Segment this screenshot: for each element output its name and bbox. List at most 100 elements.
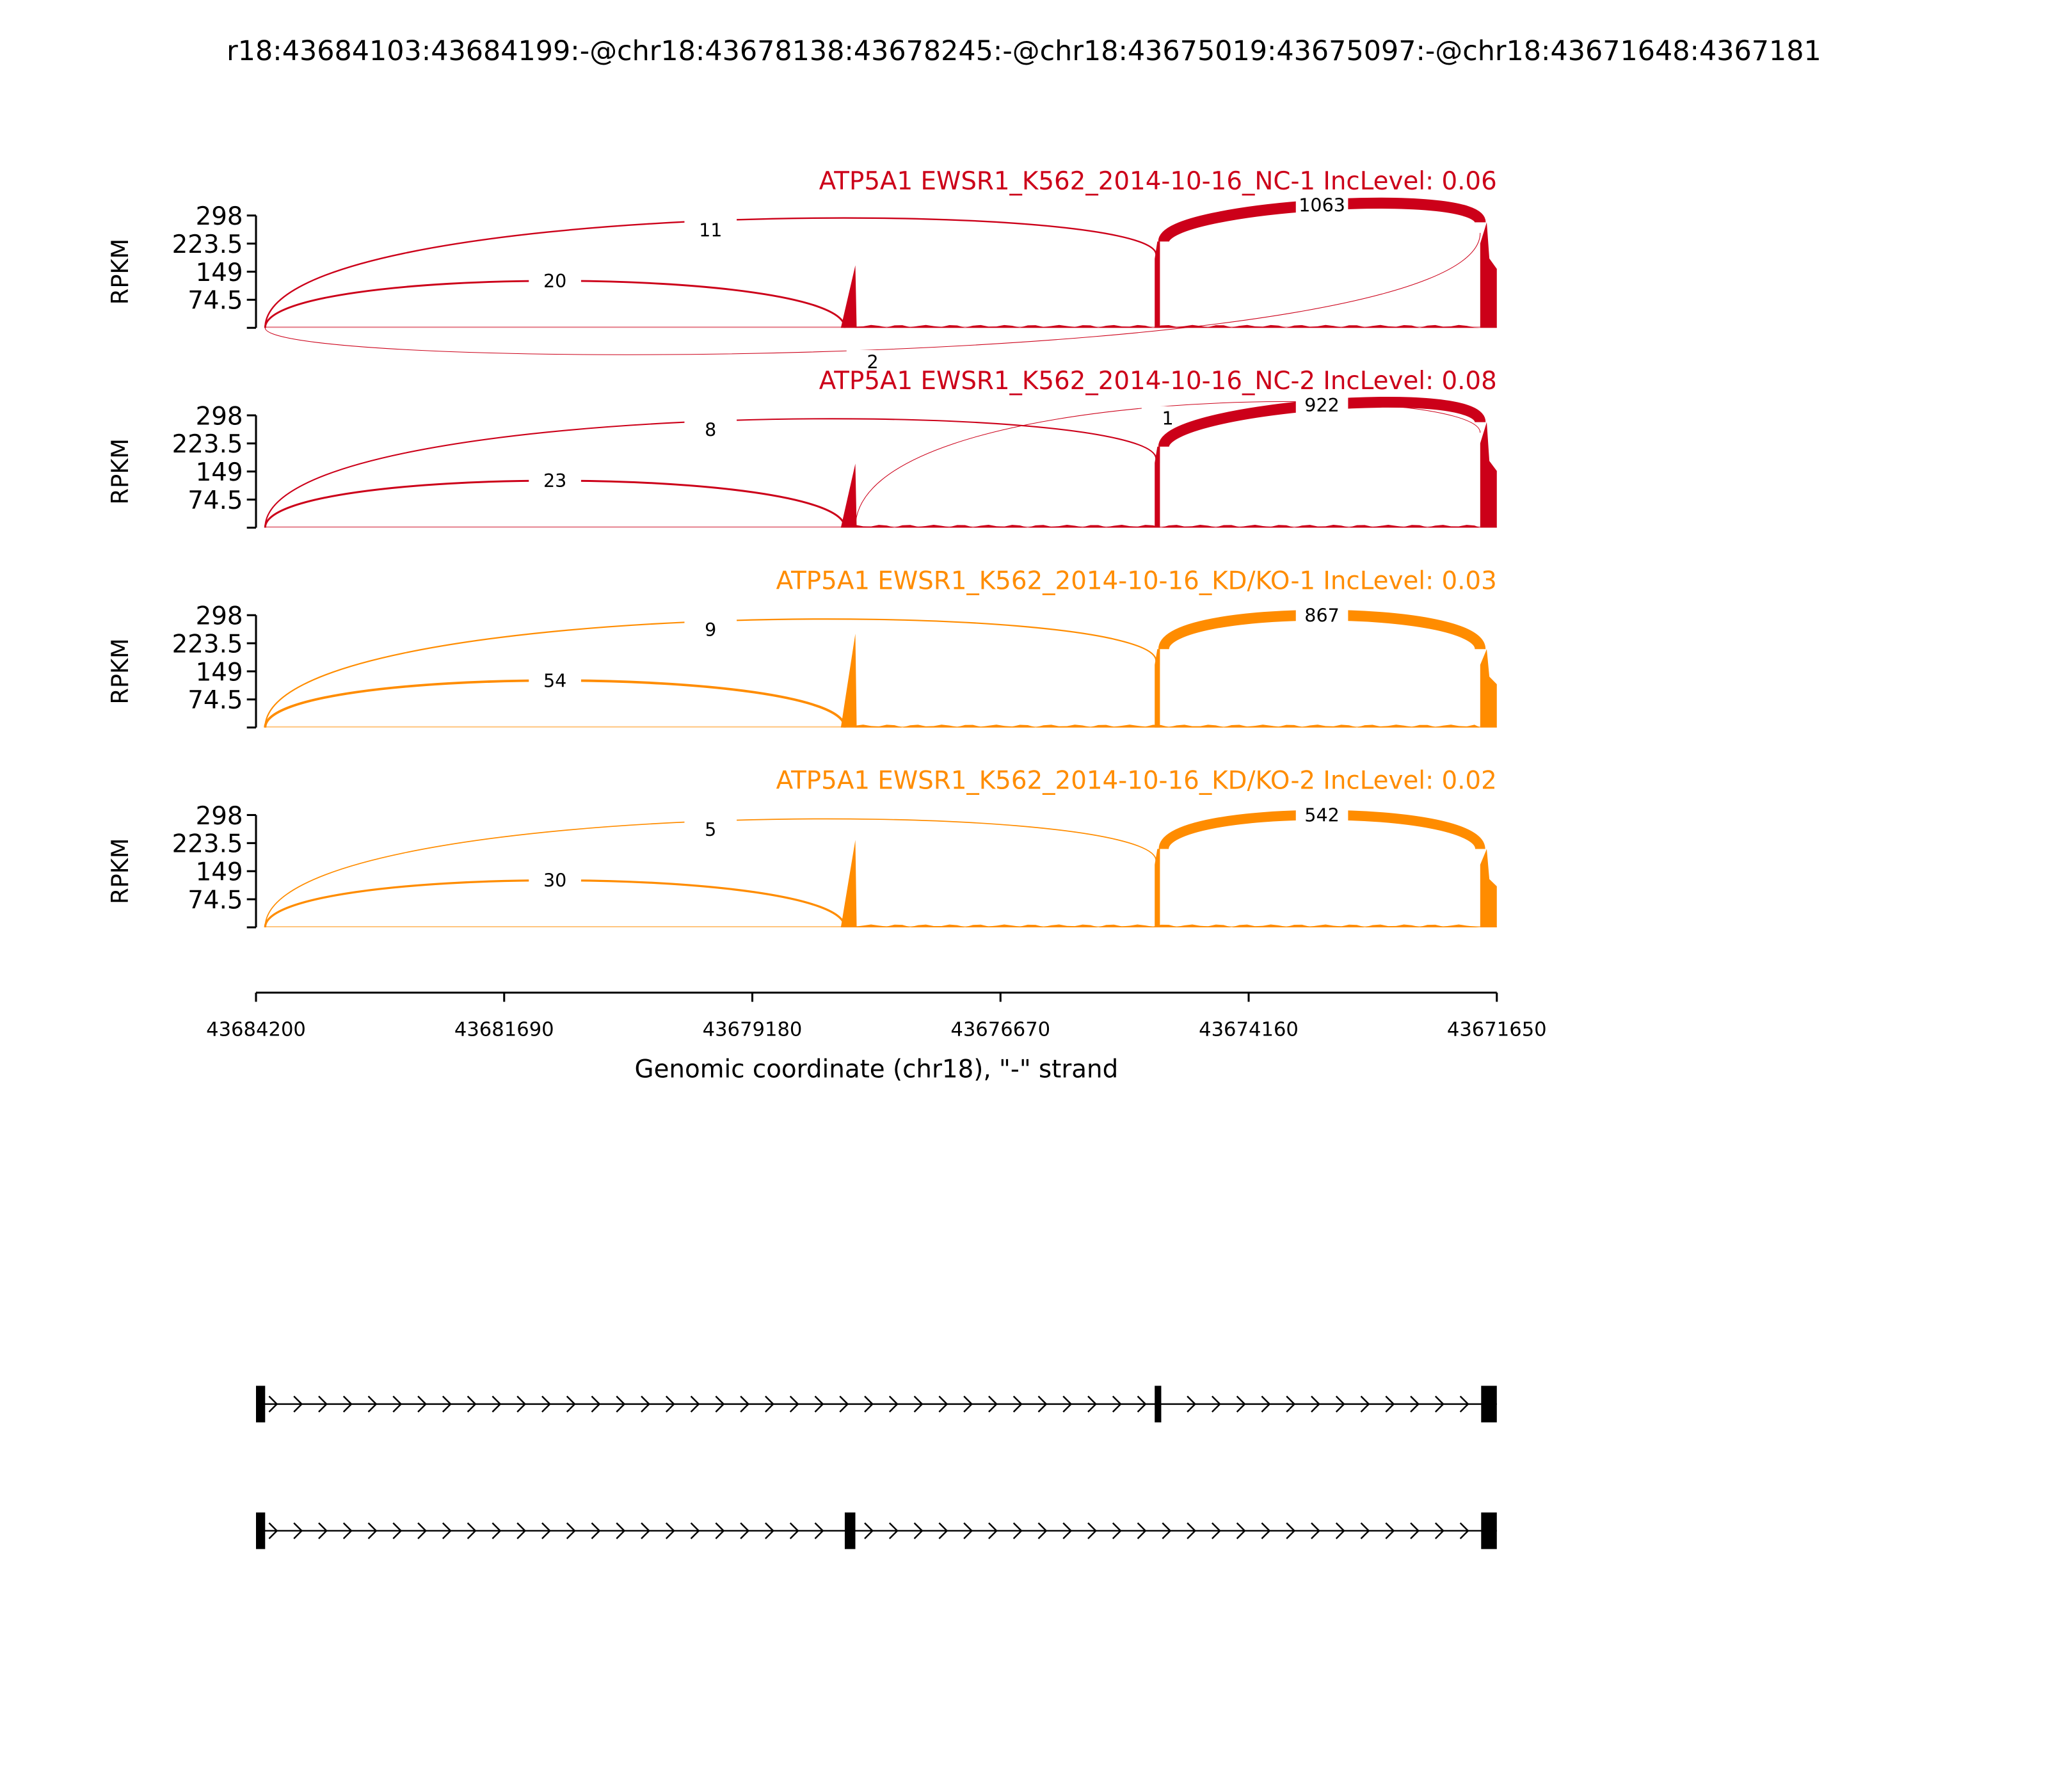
strand-chevron-icon	[665, 1395, 675, 1412]
strand-chevron-icon	[492, 1522, 502, 1539]
junction-count-label: 30	[543, 870, 566, 892]
x-axis-label: Genomic coordinate (chr18), "-" strand	[635, 1055, 1119, 1084]
coverage-exon-b	[840, 463, 857, 528]
strand-chevron-icon	[367, 1395, 378, 1412]
junction-label-bg	[1295, 803, 1348, 827]
strand-chevron-icon	[913, 1522, 924, 1539]
y-tick-label: 74.5	[188, 686, 243, 715]
junction-label-bg	[1295, 603, 1348, 627]
y-axis-label: RPKM	[106, 838, 134, 904]
strand-chevron-icon	[963, 1522, 973, 1539]
strand-chevron-icon	[566, 1522, 576, 1539]
junction-count-label: 5	[705, 819, 716, 840]
strand-chevron-icon	[1360, 1395, 1370, 1412]
strand-chevron-icon	[1236, 1522, 1246, 1539]
strand-chevron-icon	[814, 1522, 824, 1539]
y-tick-label: 149	[196, 858, 243, 887]
junction-count-label: 20	[543, 270, 566, 292]
strand-chevron-icon	[1261, 1522, 1271, 1539]
junction-label-bg	[1295, 393, 1348, 417]
strand-chevron-icon	[789, 1522, 799, 1539]
strand-chevron-icon	[1012, 1395, 1023, 1412]
y-axis-label: RPKM	[106, 438, 134, 504]
y-tick-label: 74.5	[188, 486, 243, 515]
y-tick-label: 149	[196, 458, 243, 487]
strand-chevron-icon	[616, 1395, 626, 1412]
strand-chevron-icon	[268, 1522, 278, 1539]
y-tick-label: 298	[196, 602, 243, 631]
strand-chevron-icon	[442, 1522, 452, 1539]
strand-chevron-icon	[814, 1395, 824, 1412]
x-tick-label: 43671650	[1447, 1018, 1547, 1041]
y-tick-label: 149	[196, 259, 243, 287]
strand-chevron-icon	[1037, 1522, 1048, 1539]
strand-chevron-icon	[1261, 1395, 1271, 1412]
exon-block	[256, 1512, 266, 1549]
strand-chevron-icon	[938, 1395, 948, 1412]
y-tick-label: 74.5	[188, 287, 243, 316]
coverage-exon-c	[1155, 849, 1160, 927]
junction-label-bg	[684, 418, 737, 442]
strand-chevron-icon	[442, 1395, 452, 1412]
panel-title: ATP5A1 EWSR1_K562_2014-10-16_NC-1 IncLev…	[819, 167, 1497, 196]
strand-chevron-icon	[1410, 1522, 1420, 1539]
strand-chevron-icon	[1311, 1522, 1320, 1539]
strand-chevron-icon	[740, 1522, 750, 1539]
strand-chevron-icon	[1137, 1522, 1147, 1539]
junction-label-bg	[529, 468, 581, 493]
junction-count-label: 11	[699, 219, 722, 241]
exon-block	[1481, 1512, 1497, 1549]
gene-models	[256, 1386, 1497, 1549]
strand-chevron-icon	[1187, 1395, 1197, 1412]
strand-chevron-icon	[1434, 1395, 1444, 1412]
exon-block	[1155, 1386, 1162, 1423]
strand-chevron-icon	[1062, 1395, 1073, 1412]
strand-chevron-icon	[467, 1522, 477, 1539]
strand-chevron-icon	[1012, 1522, 1023, 1539]
junction-label-bg	[529, 668, 581, 692]
strand-chevron-icon	[616, 1522, 626, 1539]
coverage-exon-b	[840, 840, 857, 927]
strand-chevron-icon	[665, 1522, 675, 1539]
strand-chevron-icon	[293, 1522, 303, 1539]
y-axis-label: RPKM	[106, 638, 134, 704]
junction-label-bg	[684, 618, 737, 642]
strand-chevron-icon	[1087, 1522, 1097, 1539]
strand-chevron-icon	[913, 1395, 924, 1412]
strand-chevron-icon	[1311, 1395, 1320, 1412]
strand-chevron-icon	[740, 1395, 750, 1412]
junction-count-label: 1	[1162, 407, 1174, 429]
strand-chevron-icon	[1335, 1522, 1345, 1539]
strand-chevron-icon	[516, 1522, 527, 1539]
y-axis-label: RPKM	[106, 239, 134, 305]
y-tick-label: 223.5	[172, 430, 243, 459]
strand-chevron-icon	[392, 1522, 403, 1539]
junction-label-bg	[684, 817, 737, 842]
strand-chevron-icon	[963, 1395, 973, 1412]
y-tick-label: 223.5	[172, 830, 243, 859]
strand-chevron-icon	[938, 1522, 948, 1539]
coverage-exon-c	[1155, 446, 1160, 528]
junction-count-label: 9	[705, 619, 716, 641]
junction-count-label: 1063	[1299, 195, 1345, 216]
coverage-noise	[855, 924, 1480, 927]
strand-chevron-icon	[591, 1395, 601, 1412]
strand-chevron-icon	[715, 1522, 725, 1539]
strand-chevron-icon	[342, 1395, 353, 1412]
coverage-exon-b	[840, 634, 857, 728]
strand-chevron-icon	[417, 1522, 428, 1539]
strand-chevron-icon	[789, 1395, 799, 1412]
strand-chevron-icon	[1037, 1395, 1048, 1412]
strand-chevron-icon	[1459, 1395, 1469, 1412]
strand-chevron-icon	[467, 1395, 477, 1412]
exon-block	[1481, 1386, 1497, 1423]
strand-chevron-icon	[342, 1522, 353, 1539]
junction-count-label: 542	[1304, 804, 1340, 826]
strand-chevron-icon	[492, 1395, 502, 1412]
y-tick-label: 223.5	[172, 630, 243, 659]
x-tick-label: 43679180	[703, 1018, 803, 1041]
strand-chevron-icon	[591, 1522, 601, 1539]
strand-chevron-icon	[988, 1395, 998, 1412]
strand-chevron-icon	[268, 1395, 278, 1412]
